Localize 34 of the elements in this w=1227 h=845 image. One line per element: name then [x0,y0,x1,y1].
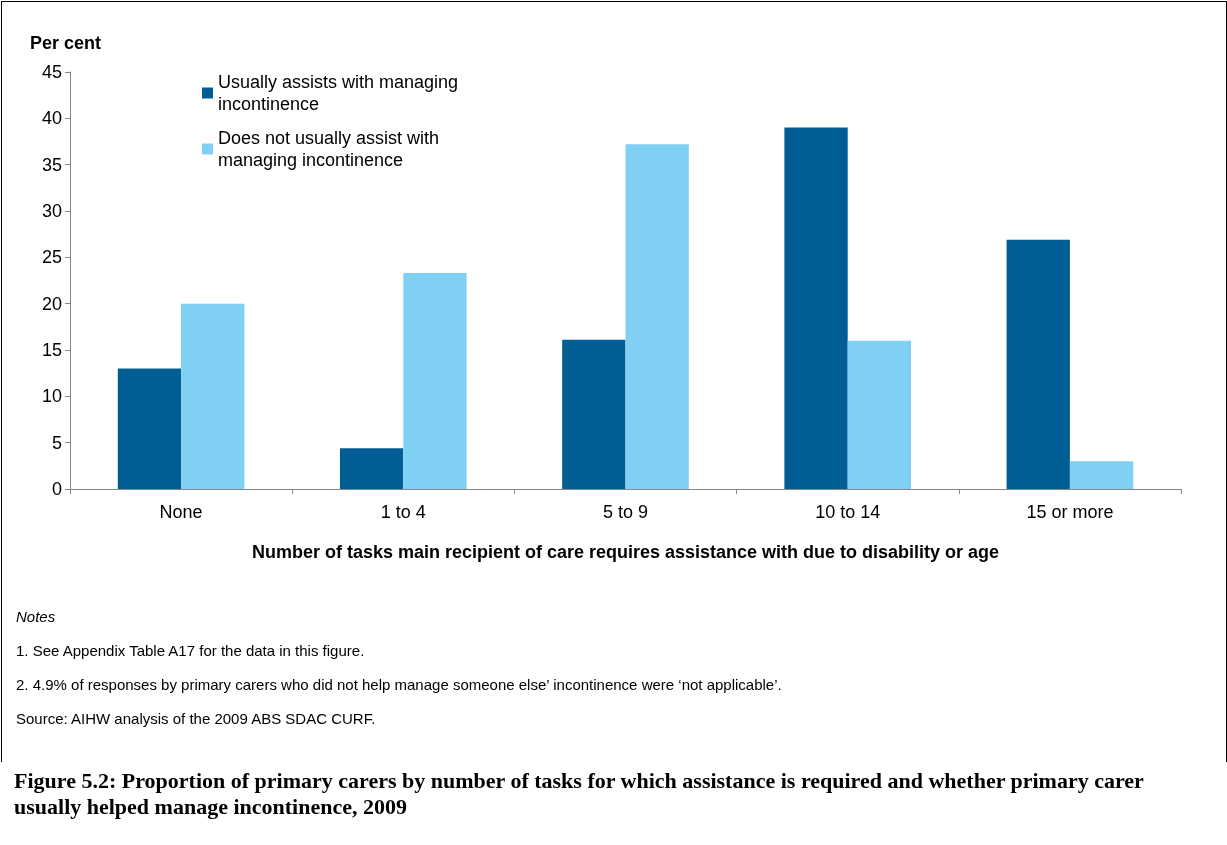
bar [562,339,626,489]
x-tick-label: 10 to 14 [815,502,881,522]
bar [847,340,912,489]
y-tick-label: 0 [51,479,62,499]
x-tick-label: 15 or more [1026,502,1114,522]
y-tick-label: 5 [51,432,62,453]
bar [181,303,245,489]
y-tick-label: 25 [41,247,62,268]
y-axis-title: Per cent [30,33,102,53]
legend-label: Does not usually assist with managing incontinence [218,128,445,170]
y-tick-label: 30 [41,201,62,221]
bar [339,448,404,489]
y-tick-label: 10 [41,386,62,407]
bar [1006,239,1070,489]
bar [625,144,689,489]
text: 1. See Appendix Table A17 for the data in this figure. [16,642,366,659]
bar [1069,461,1134,489]
text: Notes [16,608,57,625]
text: Figure 5.2: Proportion of primary carers by number of tasks for which assistance is required and whether primary carer usually helped manage incontinence, 2009 [14,768,1145,820]
source-note: Source: AIHW analysis of the 2009 ABS SDAC CURF. [16,710,377,727]
legend-label: Usually assists with managing incontinence [218,72,464,114]
x-tick-label: None [159,502,203,522]
y-tick-label: 20 [41,293,62,314]
x-tick-label: 1 to 4 [380,502,426,522]
y-tick-label: 40 [41,108,62,129]
y-tick-label: 45 [41,62,62,82]
bar [403,273,467,489]
x-tick-label: 5 to 9 [602,502,649,522]
y-tick-label: 35 [41,154,62,175]
text: 2. 4.9% of responses by primary carers who did not help manage someone else’ incontinence were ‘not applicable’. [16,676,782,693]
x-axis-title: Number of tasks main recipient of care requires assistance with due to disability or age [251,542,1000,562]
bar [117,368,182,489]
bar [784,127,848,489]
y-tick-label: 15 [41,340,62,360]
